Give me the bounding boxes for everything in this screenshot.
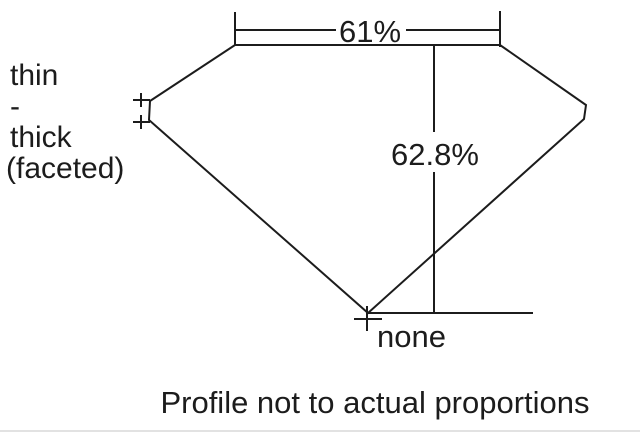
girdle-label-line2: - <box>10 90 20 123</box>
diamond-outline <box>147 44 588 315</box>
depth-label-mask <box>385 132 485 172</box>
table-width-label: 61% <box>339 14 401 49</box>
table-width-label-mask <box>336 14 406 41</box>
girdle-label-line3: thick <box>10 121 73 154</box>
girdle-label-line4: (faceted) <box>6 152 124 185</box>
diagram-caption: Profile not to actual proportions <box>160 385 589 420</box>
depth-label: 62.8% <box>391 137 479 172</box>
girdle-label-line1: thin <box>10 59 58 92</box>
culet-label: none <box>377 319 446 354</box>
